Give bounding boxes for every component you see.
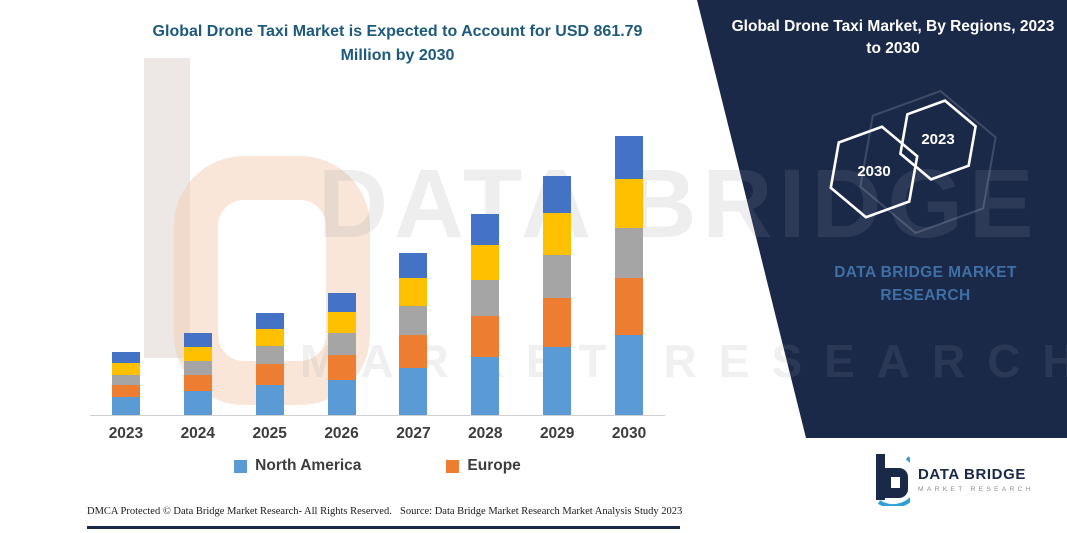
x-axis-label-2023: 2023 [108,425,144,442]
legend-swatch-icon [234,459,248,473]
bars-plot-area [90,128,665,415]
bar-column-2025 [234,313,306,415]
bar-segment [543,212,572,256]
bar-segment [543,176,572,213]
bar-segment [327,333,356,356]
legend-label: North America [255,457,362,474]
stacked-bar-chart: 2023 2024 2025 2026 2027 2028 2029 2030 North A… [90,128,665,475]
bar-column-2029 [521,176,593,415]
chart-legend: North America Europe [90,457,665,475]
bar-segment [255,328,284,346]
x-axis-label-2025: 2025 [252,425,287,442]
bar-segment [255,313,284,329]
legend-swatch-icon [446,459,460,473]
bar-segment [471,213,500,246]
data-bridge-logo-icon [876,454,910,506]
bar-segment [543,255,572,299]
legend-label: Europe [467,457,521,474]
logo-title: DATA BRIDGE [918,465,1026,483]
x-axis-label-2027: 2027 [396,425,431,442]
x-axis-label-2026: 2026 [324,425,359,442]
bar-column-2030 [593,135,665,415]
chart-title: Global Drone Taxi Market is Expected to … [152,23,643,64]
bar-segment [615,278,644,335]
bar-segment [111,351,140,363]
x-axis-label-2030: 2030 [611,425,647,442]
bar-column-2024 [162,333,234,415]
hexagon-year-2030: 2030 [857,163,891,180]
bar-segment [111,384,140,397]
panel-brand-line1: DATA BRIDGE MARKET [834,264,1017,281]
bar-segment [399,335,428,369]
dmca-notice: DMCA Protected © Data Bridge Market Rese… [87,506,392,517]
watermark-text-line2-overlay: MARKET RESEARCH [300,335,1067,387]
bar-segment [327,293,356,313]
bar-column-2023 [90,351,162,415]
bar-segment [471,357,500,415]
bar-segment [183,391,212,415]
bar-segment [255,363,284,385]
x-axis-label-2024: 2024 [180,425,216,442]
bar-segment [615,135,644,180]
bar-segment [183,347,212,362]
x-axis-labels: 2023 2024 2025 2026 2027 2028 2029 2030 [90,416,665,443]
bar-segment [255,384,284,415]
bar-segment [183,375,212,391]
bar-segment [183,361,212,376]
panel-brand-text: DATA BRIDGE MARKET RESEARCH [818,261,1033,308]
hexagon-year-2023: 2023 [921,131,955,148]
legend-item: North America [234,457,361,475]
bar-segment [471,245,500,281]
x-axis-label-2028: 2028 [468,425,503,442]
bar-segment [543,347,572,415]
source-note: Source: Data Bridge Market Research Mark… [400,506,683,517]
bar-segment [471,315,500,357]
bar-segment [111,396,140,415]
logo-subtitle: MARKET RESEARCH [918,485,1034,493]
bar-segment [327,312,356,334]
bar-segment [111,362,140,375]
logo-text-block: DATA BRIDGE MARKET RESEARCH [918,466,1034,493]
panel-brand-line2: RESEARCH [880,287,971,305]
bottom-divider [87,526,680,529]
bar-segment [543,298,572,347]
bar-segment [399,306,428,336]
x-axis-label-2029: 2029 [539,425,575,442]
bar-segment [399,368,428,415]
bar-segment [183,333,212,348]
side-panel-title: Global Drone Taxi Market, By Regions, 20… [731,18,1055,58]
bar-segment [255,345,284,364]
bar-segment [615,228,644,278]
legend-item: Europe [446,457,521,475]
bar-column-2027 [378,253,450,415]
bar-column-2026 [306,293,378,415]
x-axis-line [90,415,665,416]
bar-segment [399,253,428,279]
bar-segment [327,380,356,415]
bar-segment [615,335,644,415]
bar-segment [471,280,500,316]
data-bridge-logo: DATA BRIDGE MARKET RESEARCH [874,452,1034,506]
bar-column-2028 [449,213,521,415]
bar-segment [615,179,644,229]
bar-segment [399,278,428,307]
bar-segment [111,374,140,385]
bar-segment [327,355,356,380]
